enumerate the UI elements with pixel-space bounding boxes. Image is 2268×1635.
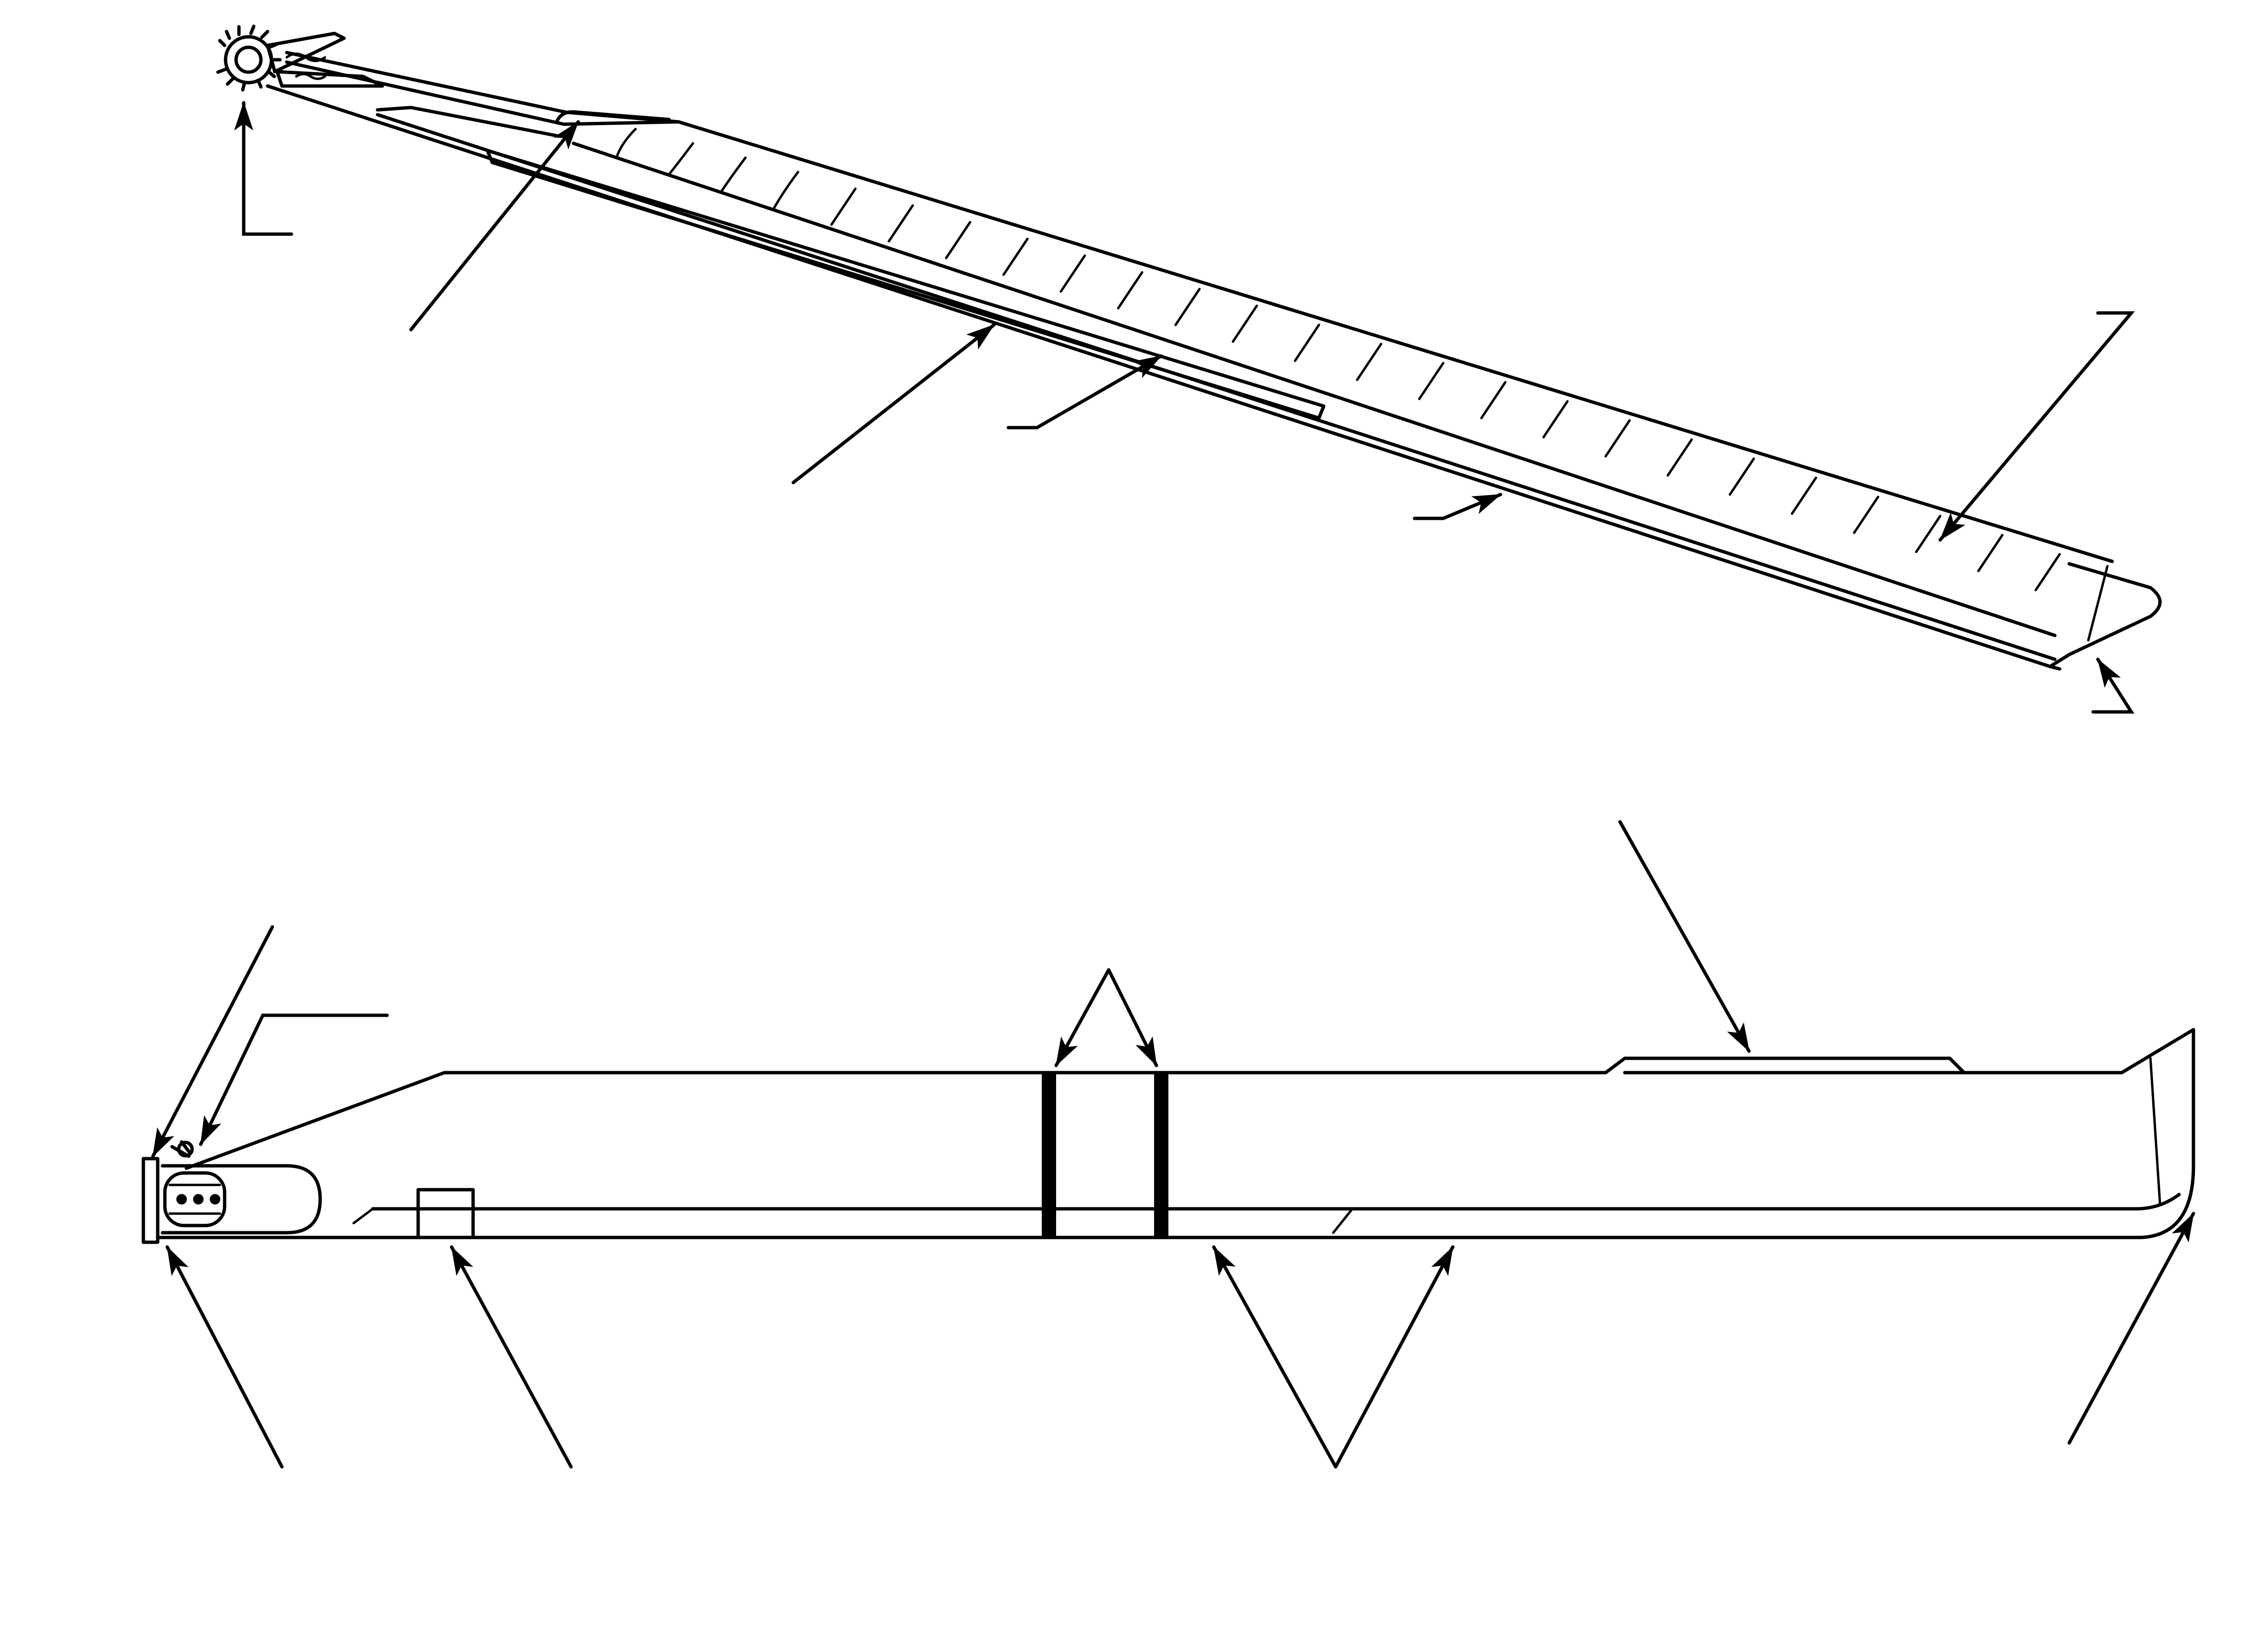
callout-spar-lower-right-leader [1334, 1245, 1455, 1469]
blade-profile [156, 1028, 2195, 1239]
callout-spar-lower-left-leader [1212, 1245, 1338, 1469]
side-view [141, 820, 2195, 1469]
callout-tip-leader [2091, 657, 2135, 714]
blade-ribs [615, 128, 2061, 592]
blade-leading-edge [285, 51, 2114, 563]
top-view-callouts [234, 101, 2135, 714]
callout-grip-leader [234, 101, 293, 236]
callout-block-leader [450, 1245, 573, 1469]
callout-root-upper-leader [151, 925, 274, 1158]
root-cable [555, 110, 671, 124]
callout-spar-leader [791, 323, 996, 484]
callout-band-right-leader [1107, 968, 1158, 1067]
trim-tab [486, 149, 1326, 420]
callout-root-leader [409, 120, 580, 332]
callout-band-left-leader [1054, 968, 1111, 1067]
blade-tip [2048, 562, 2162, 668]
callout-trailing-edge-leader [1413, 493, 1502, 520]
callout-abrasion-strip-leader [1618, 820, 1751, 1053]
callout-root-hook-leader [199, 1013, 389, 1146]
band-right [1154, 1073, 1168, 1237]
top-view [216, 24, 2162, 714]
balance-weight-block [416, 1188, 475, 1239]
callout-tip-lower-leader [2067, 1212, 2195, 1445]
callout-skin-leader [1938, 311, 2135, 542]
side-view-callouts [151, 820, 2195, 1469]
root-attachment [141, 1140, 322, 1244]
blade-grip [216, 24, 384, 92]
band-left [1042, 1073, 1056, 1237]
callout-trim-tab-leader [1006, 354, 1163, 430]
callout-root-lower-leader [165, 1245, 284, 1469]
